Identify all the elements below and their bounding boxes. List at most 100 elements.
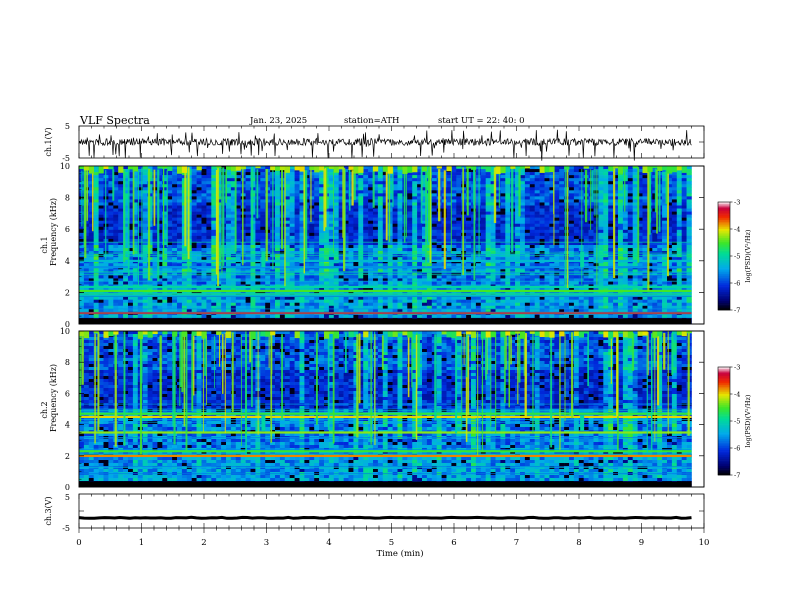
spectrogram-cell: [295, 227, 300, 230]
spectrogram-cell: [535, 184, 540, 187]
spectrogram-cell: [309, 190, 314, 193]
spectrogram-cell: [113, 300, 118, 303]
spectrogram-cell: [172, 202, 177, 205]
spectrogram-cell: [99, 202, 104, 205]
spectrogram-cell: [167, 212, 172, 215]
spectrogram-cell: [358, 218, 363, 221]
spectrogram-cell: [412, 230, 417, 233]
spectrogram-cell: [290, 196, 295, 199]
spectrogram-cell: [182, 275, 187, 278]
spectrogram-cell: [290, 209, 295, 212]
spectrogram-cell: [255, 245, 260, 248]
spectrogram-cell: [290, 175, 295, 178]
spectrogram-cell: [314, 303, 319, 306]
spectrogram-cell: [206, 166, 211, 169]
spectrogram-cell: [162, 303, 167, 306]
spectrogram-cell: [177, 175, 182, 178]
spectrogram-cell: [500, 187, 505, 190]
spectrogram-cell: [393, 303, 398, 306]
spectrogram-cell: [79, 245, 84, 248]
spectrogram-cell: [290, 215, 295, 218]
spectrogram-cell: [246, 206, 251, 209]
spectrogram-cell: [393, 236, 398, 239]
spectrogram-cell: [260, 166, 265, 169]
spectrogram-cell: [153, 236, 158, 239]
spectrogram-cell: [402, 275, 407, 278]
spectrogram-cell: [295, 300, 300, 303]
spectrogram-cell: [211, 230, 216, 233]
spectrogram-cell: [486, 199, 491, 202]
spectrogram-cell: [496, 193, 501, 196]
spectrogram-cell: [388, 275, 393, 278]
spectrogram-cell: [456, 297, 461, 300]
spectrogram-cell: [388, 281, 393, 284]
spectrogram-cell: [89, 297, 94, 300]
spectrogram-cell: [172, 221, 177, 224]
spectrogram-cell: [99, 196, 104, 199]
spectrogram-cell: [496, 275, 501, 278]
spectrogram-cell: [496, 209, 501, 212]
spectrogram-cell: [290, 166, 295, 169]
spectrogram-cell: [363, 169, 368, 172]
spectrogram-cell: [530, 199, 535, 202]
spectrogram-cell: [260, 281, 265, 284]
spectrogram-cell: [99, 230, 104, 233]
spectrogram-cell: [260, 215, 265, 218]
spectrogram-cell: [383, 263, 388, 266]
spectrogram-cell: [123, 263, 128, 266]
spectrogram-cell: [368, 172, 373, 175]
spectrogram-cell: [432, 297, 437, 300]
spectrogram-cell: [167, 206, 172, 209]
spectrogram-cell: [309, 193, 314, 196]
spectrogram-cell: [456, 230, 461, 233]
spectrogram-cell: [491, 275, 496, 278]
spectrogram-cell: [481, 221, 486, 224]
spectrogram-cell: [251, 297, 256, 300]
spectrogram-cell: [251, 263, 256, 266]
spectrogram-cell: [358, 224, 363, 227]
spectrogram-cell: [481, 215, 486, 218]
spectrogram-cell: [535, 193, 540, 196]
spectrogram-cell: [432, 166, 437, 169]
spectrogram-cell: [496, 218, 501, 221]
spectrogram-cell: [525, 245, 530, 248]
spectrogram-cell: [143, 184, 148, 187]
spectrogram-cell: [309, 175, 314, 178]
spectrogram-cell: [505, 275, 510, 278]
spectrogram-cell: [172, 303, 177, 306]
spectrogram-cell: [373, 227, 378, 230]
spectrogram-cell: [368, 169, 373, 172]
spectrogram-cell: [520, 193, 525, 196]
spectrogram-cell: [309, 172, 314, 175]
spectrogram-cell: [422, 297, 427, 300]
spectrogram-cell: [177, 181, 182, 184]
spectrogram-cell: [515, 230, 520, 233]
spectrogram-cell: [402, 315, 407, 318]
spectrogram-cell: [515, 218, 520, 221]
spectrogram-cell: [432, 175, 437, 178]
spectrogram-cell: [368, 230, 373, 233]
spectrogram-cell: [432, 303, 437, 306]
spectrogram-cell: [393, 230, 398, 233]
spectrogram-cell: [192, 233, 197, 236]
spectrogram-cell: [363, 218, 368, 221]
spectrogram-cell: [437, 239, 442, 242]
spectrogram-cell: [505, 196, 510, 199]
spectrogram-cell: [211, 178, 216, 181]
spectrogram-cell: [486, 221, 491, 224]
spectrogram-cell: [363, 221, 368, 224]
spectrogram-cell: [393, 297, 398, 300]
spectrogram-cell: [466, 218, 471, 221]
spectrogram-cell: [226, 209, 231, 212]
spectrogram-cell: [79, 236, 84, 239]
spectrogram-cell: [505, 206, 510, 209]
spectrogram-cell: [314, 315, 319, 318]
spectrogram-cell: [241, 300, 246, 303]
spectrogram-cell: [481, 227, 486, 230]
spectrogram-cell: [378, 209, 383, 212]
spectrogram-cell: [128, 300, 133, 303]
spectrogram-cell: [407, 275, 412, 278]
spectrogram-cell: [515, 297, 520, 300]
spectrogram-cell: [108, 248, 113, 251]
spectrogram-cell: [363, 190, 368, 193]
